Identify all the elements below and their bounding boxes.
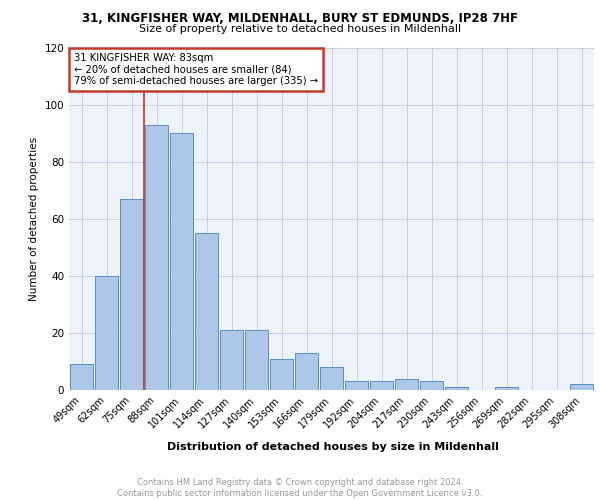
Bar bbox=[570, 384, 593, 390]
Bar bbox=[120, 199, 143, 390]
Y-axis label: Number of detached properties: Number of detached properties bbox=[29, 136, 39, 301]
Bar bbox=[395, 378, 418, 390]
Bar bbox=[245, 330, 268, 390]
Bar bbox=[420, 382, 443, 390]
Bar bbox=[95, 276, 118, 390]
Text: Distribution of detached houses by size in Mildenhall: Distribution of detached houses by size … bbox=[167, 442, 499, 452]
Bar bbox=[170, 133, 193, 390]
Bar bbox=[270, 358, 293, 390]
Bar bbox=[320, 367, 343, 390]
Text: 31 KINGFISHER WAY: 83sqm
← 20% of detached houses are smaller (84)
79% of semi-d: 31 KINGFISHER WAY: 83sqm ← 20% of detach… bbox=[74, 52, 319, 86]
Bar bbox=[295, 353, 318, 390]
Text: Size of property relative to detached houses in Mildenhall: Size of property relative to detached ho… bbox=[139, 24, 461, 34]
Bar bbox=[445, 387, 468, 390]
Bar bbox=[145, 124, 168, 390]
Bar bbox=[220, 330, 243, 390]
Text: Contains HM Land Registry data © Crown copyright and database right 2024.
Contai: Contains HM Land Registry data © Crown c… bbox=[118, 478, 482, 498]
Bar bbox=[370, 382, 393, 390]
Bar bbox=[345, 382, 368, 390]
Bar bbox=[70, 364, 93, 390]
Text: 31, KINGFISHER WAY, MILDENHALL, BURY ST EDMUNDS, IP28 7HF: 31, KINGFISHER WAY, MILDENHALL, BURY ST … bbox=[82, 12, 518, 26]
Bar bbox=[495, 387, 518, 390]
Bar bbox=[195, 233, 218, 390]
